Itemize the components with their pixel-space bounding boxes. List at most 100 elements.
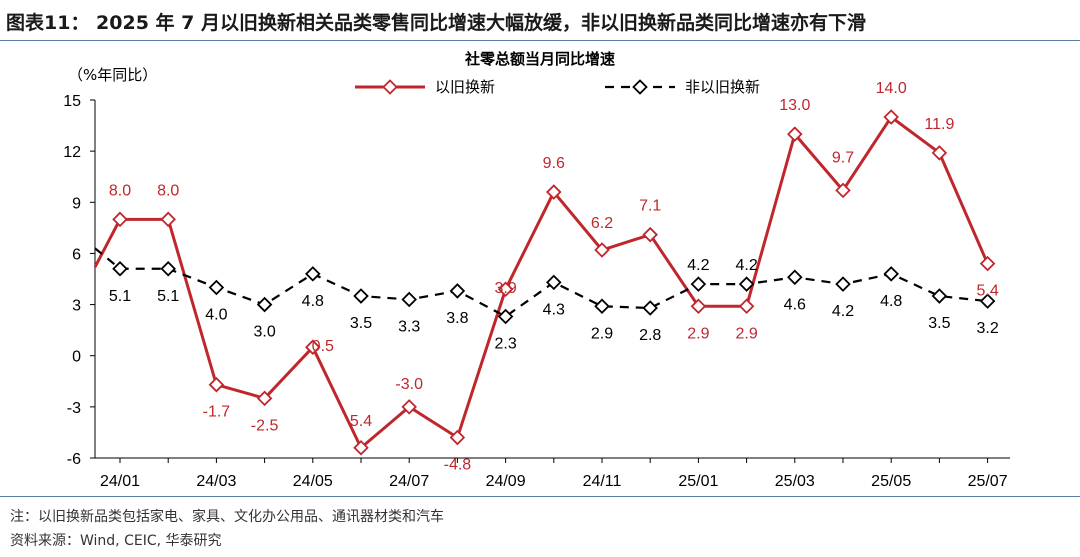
marker-yijiu-huanxin (353, 439, 369, 456)
title-divider (0, 40, 1080, 41)
data-label-yijiu-huanxin: 2.9 (735, 325, 757, 342)
marker-fei-yijiu-huanxin (979, 293, 996, 309)
marker-yijiu-huanxin (497, 281, 514, 298)
chart-legend: 以旧换新 非以旧换新 (355, 78, 760, 96)
chart-markers (112, 109, 996, 456)
data-label-fei-yijiu-huanxin: 3.2 (976, 320, 998, 337)
x-tick-label: 24/01 (100, 473, 140, 490)
data-label-fei-yijiu-huanxin: 4.0 (205, 307, 227, 324)
marker-yijiu-huanxin (160, 211, 176, 228)
legend-label-yijiu-huanxin: 以旧换新 (435, 78, 495, 96)
marker-yijiu-huanxin (979, 255, 996, 272)
marker-yijiu-huanxin (642, 226, 658, 243)
y-tick-label: 15 (63, 93, 81, 110)
chart-series-lines (93, 115, 989, 450)
marker-yijiu-huanxin (112, 211, 128, 228)
marker-fei-yijiu-huanxin (690, 276, 707, 292)
y-tick-label: 9 (72, 195, 81, 212)
data-label-yijiu-huanxin: -2.5 (251, 417, 279, 434)
marker-fei-yijiu-huanxin (256, 296, 273, 313)
marker-fei-yijiu-huanxin (449, 283, 466, 299)
x-tick-label: 25/01 (678, 473, 718, 490)
marker-yijiu-huanxin (256, 390, 273, 407)
marker-fei-yijiu-huanxin (401, 291, 417, 308)
marker-fei-yijiu-huanxin (160, 260, 176, 277)
data-label-fei-yijiu-huanxin: 4.2 (832, 303, 854, 320)
marker-yijiu-huanxin (835, 182, 851, 199)
data-label-fei-yijiu-huanxin: 4.2 (735, 257, 757, 274)
chart-axes: 15 12 9 6 3 0 -3 -6 24/01 24/03 24/05 24/07 24/09 24/… (63, 93, 1010, 490)
x-tick-label: 25/05 (871, 473, 911, 490)
data-label-fei-yijiu-huanxin: 3.0 (253, 324, 275, 341)
line-chart: 15 12 9 6 3 0 -3 -6 24/01 24/03 24/05 24/07 24/09 24/… (63, 78, 1010, 490)
marker-yijiu-huanxin (594, 242, 610, 258)
marker-yijiu-huanxin (401, 399, 417, 415)
y-tick-label: 0 (72, 349, 81, 366)
data-label-fei-yijiu-huanxin: 2.3 (494, 336, 516, 353)
data-label-fei-yijiu-huanxin: 4.2 (687, 257, 709, 274)
marker-fei-yijiu-huanxin (883, 266, 899, 282)
data-label-yijiu-huanxin: 6.2 (591, 215, 613, 232)
data-label-fei-yijiu-huanxin: 2.9 (591, 325, 613, 342)
data-label-yijiu-huanxin: 7.1 (639, 198, 661, 215)
chart-data-labels: 8.0 8.0 -1.7 -2.5 0.5 5.4 -3.0 -4.8 3.9 9.6 6.2 7.1… (109, 80, 999, 473)
data-label-yijiu-huanxin: 14.0 (876, 80, 907, 97)
marker-yijiu-huanxin (449, 429, 466, 446)
data-label-yijiu-huanxin: -4.8 (444, 457, 472, 474)
data-label-yijiu-huanxin: 8.0 (157, 182, 179, 199)
x-tick-label: 24/03 (196, 473, 236, 490)
x-tick-label: 24/05 (293, 473, 333, 490)
chart-title: 社零总额当月同比增速 (464, 50, 615, 68)
data-label-yijiu-huanxin: 13.0 (779, 97, 810, 114)
data-label-yijiu-huanxin: 9.6 (543, 155, 565, 172)
chart-source: 资料来源：Wind, CEIC, 华泰研究 (10, 533, 222, 549)
data-label-fei-yijiu-huanxin: 2.8 (639, 327, 661, 344)
data-label-fei-yijiu-huanxin: 3.5 (350, 315, 372, 332)
data-label-fei-yijiu-huanxin: 5.1 (157, 288, 179, 305)
data-label-fei-yijiu-huanxin: 4.8 (302, 293, 324, 310)
y-tick-label: -6 (67, 451, 81, 468)
x-tick-label: 24/09 (486, 473, 526, 490)
marker-fei-yijiu-huanxin (546, 274, 562, 291)
x-tick-label: 24/11 (583, 473, 622, 490)
data-label-fei-yijiu-huanxin: 4.6 (784, 296, 806, 313)
y-tick-label: 3 (72, 298, 81, 315)
data-label-fei-yijiu-huanxin: 5.1 (109, 288, 131, 305)
data-label-yijiu-huanxin: 5.4 (350, 413, 372, 430)
marker-yijiu-huanxin (787, 126, 803, 142)
marker-fei-yijiu-huanxin (642, 300, 658, 316)
data-label-yijiu-huanxin: 2.9 (687, 325, 709, 342)
marker-fei-yijiu-huanxin (594, 298, 610, 315)
marker-yijiu-huanxin (883, 109, 899, 125)
marker-fei-yijiu-huanxin (787, 269, 803, 286)
data-label-fei-yijiu-huanxin: 4.8 (880, 293, 902, 310)
marker-fei-yijiu-huanxin (738, 276, 755, 292)
data-label-yijiu-huanxin: 5.4 (976, 283, 998, 300)
data-label-fei-yijiu-huanxin: 4.3 (543, 301, 565, 318)
x-tick-label: 25/07 (968, 473, 1008, 490)
footer-divider (0, 496, 1080, 497)
data-label-yijiu-huanxin: 3.9 (494, 280, 516, 297)
chart-note: 注：以旧换新品类包括家电、家具、文化办公用品、通讯器材类和汽车 (10, 509, 444, 525)
legend-marker-yijiu-huanxin (382, 79, 398, 95)
y-tick-label: 12 (63, 144, 81, 161)
legend-marker-fei-yijiu-huanxin (632, 79, 648, 95)
y-axis-unit-label: （%年同比） (68, 66, 158, 84)
legend-label-fei-yijiu-huanxin: 非以旧换新 (685, 78, 760, 96)
marker-yijiu-huanxin (305, 339, 321, 355)
marker-fei-yijiu-huanxin (497, 308, 514, 325)
marker-fei-yijiu-huanxin (305, 266, 321, 282)
series-line-yijiu-huanxin (93, 115, 989, 450)
data-label-yijiu-huanxin: 9.7 (832, 149, 854, 166)
marker-yijiu-huanxin (546, 184, 562, 200)
x-tick-label: 25/03 (775, 473, 815, 490)
marker-fei-yijiu-huanxin (931, 288, 948, 304)
y-tick-label: 6 (72, 246, 81, 263)
data-label-fei-yijiu-huanxin: 3.8 (446, 310, 468, 327)
data-label-fei-yijiu-huanxin: 3.3 (398, 318, 420, 335)
marker-yijiu-huanxin (738, 298, 755, 315)
data-label-yijiu-huanxin: -3.0 (395, 376, 423, 393)
marker-fei-yijiu-huanxin (835, 276, 851, 292)
data-label-yijiu-huanxin: 8.0 (109, 182, 131, 199)
marker-yijiu-huanxin (208, 376, 225, 393)
